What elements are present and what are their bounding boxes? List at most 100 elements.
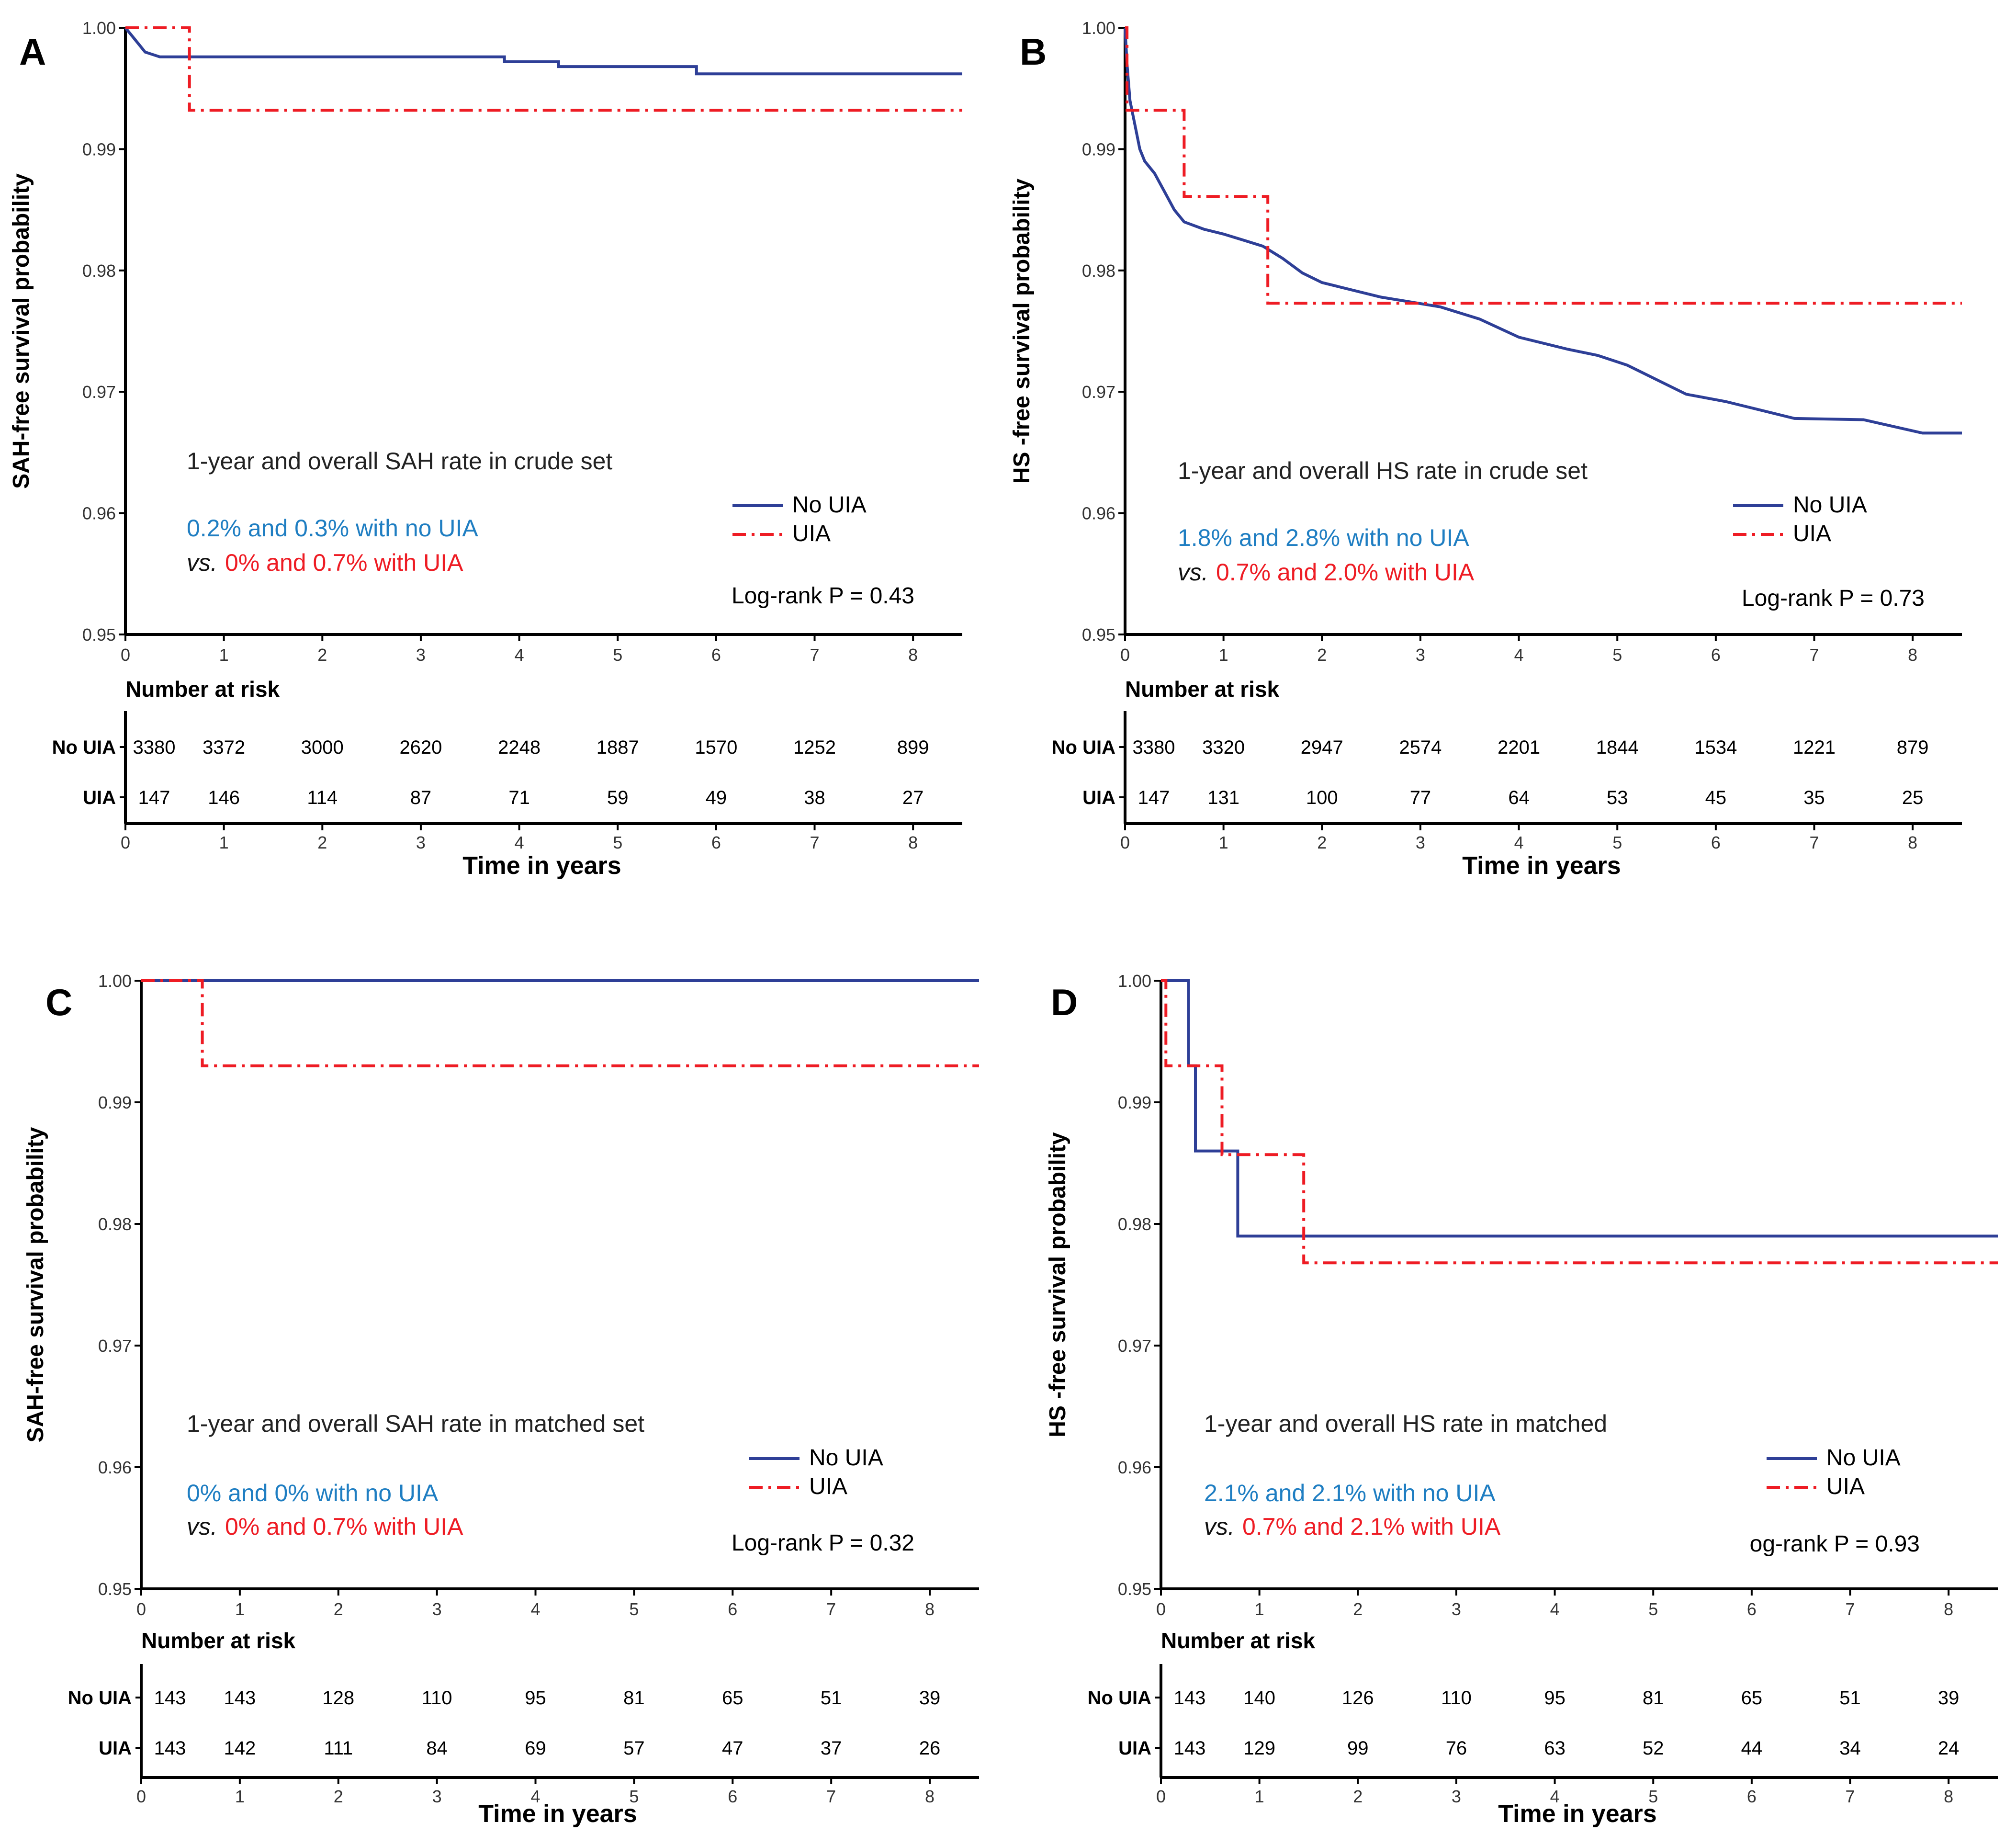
risk-cell: 1844 [1596, 737, 1639, 758]
x-tick-label: 5 [613, 645, 622, 665]
risk-cell: 3320 [1202, 737, 1245, 758]
risk-cell: 142 [224, 1738, 256, 1759]
x-tick-label: 1 [219, 645, 229, 665]
series-line-uia [1125, 26, 1962, 305]
x-tick-label: 7 [810, 645, 820, 665]
x-tick-label: 3 [416, 645, 426, 665]
risk-cell: 51 [821, 1687, 842, 1709]
annotation-no-uia: 0.2% and 0.3% with no UIA [187, 515, 478, 542]
risk-cell: 35 [1803, 787, 1825, 808]
risk-x-tick-label: 8 [925, 1787, 935, 1806]
risk-cell: 39 [919, 1687, 941, 1709]
x-tick-label: 3 [1452, 1599, 1461, 1619]
legend-label-uia: UIA [809, 1474, 847, 1499]
risk-x-tick-label: 0 [1156, 1787, 1166, 1806]
risk-cell: 81 [1643, 1687, 1664, 1709]
risk-cell: 52 [1643, 1738, 1664, 1759]
risk-x-tick-label: 7 [810, 833, 820, 852]
risk-cell: 3380 [133, 737, 176, 758]
risk-cell: 129 [1243, 1738, 1275, 1759]
risk-cell: 51 [1839, 1687, 1861, 1709]
x-tick-label: 3 [1416, 645, 1425, 665]
risk-x-tick-label: 8 [908, 833, 918, 852]
y-tick-label: 0.98 [82, 261, 116, 281]
annotation-no-uia: 1.8% and 2.8% with no UIA [1178, 524, 1469, 551]
risk-x-tick-label: 1 [235, 1787, 245, 1806]
y-tick-label: 0.99 [1118, 1093, 1151, 1112]
risk-cell: 147 [1138, 787, 1170, 808]
x-tick-label: 4 [1514, 645, 1524, 665]
x-tick-label: 6 [1747, 1599, 1757, 1619]
x-tick-label: 2 [317, 645, 327, 665]
legend-label-no-uia: No UIA [809, 1445, 883, 1471]
x-tick-label: 2 [334, 1599, 343, 1619]
risk-cell: 81 [623, 1687, 645, 1709]
risk-row-label: UIA [83, 787, 116, 808]
risk-cell: 64 [1508, 787, 1530, 808]
series-line-uia [125, 26, 962, 112]
legend-label-no-uia: No UIA [792, 492, 867, 518]
annotation-title: 1-year and overall HS rate in matched [1204, 1410, 1607, 1437]
risk-cell: 37 [821, 1738, 842, 1759]
risk-x-tick-label: 6 [1711, 833, 1721, 852]
y-tick-label: 0.95 [1082, 625, 1115, 645]
risk-cell: 146 [208, 787, 240, 808]
risk-row-label: UIA [99, 1738, 132, 1759]
risk-x-tick-label: 6 [728, 1787, 737, 1806]
risk-x-tick-label: 3 [1416, 833, 1425, 852]
risk-cell: 879 [1897, 737, 1929, 758]
panel-letter: D [1051, 981, 1078, 1023]
x-tick-label: 0 [1120, 645, 1130, 665]
risk-cell: 38 [804, 787, 825, 808]
x-axis-label: Time in years [462, 852, 621, 880]
risk-x-tick-label: 7 [1846, 1787, 1855, 1806]
y-tick-label: 0.95 [98, 1579, 132, 1599]
annotation-uia: 0% and 0.7% with UIA [225, 549, 463, 576]
x-tick-label: 8 [1908, 645, 1917, 665]
risk-cell: 1252 [793, 737, 836, 758]
logrank-label: Log-rank P = 0.43 [732, 583, 914, 609]
risk-cell: 110 [422, 1687, 452, 1709]
risk-cell: 2947 [1301, 737, 1343, 758]
risk-cell: 114 [307, 787, 338, 808]
risk-cell: 63 [1544, 1738, 1565, 1759]
y-axis-label: HS -free survival probability [1045, 1132, 1070, 1438]
risk-cell: 26 [919, 1738, 941, 1759]
risk-cell: 71 [508, 787, 530, 808]
y-tick-label: 0.96 [98, 1458, 132, 1477]
legend-label-uia: UIA [1826, 1474, 1865, 1499]
risk-cell: 100 [1306, 787, 1338, 808]
risk-cell: 111 [324, 1738, 353, 1759]
annotation-title: 1-year and overall HS rate in crude set [1178, 457, 1588, 484]
risk-cell: 95 [1544, 1687, 1565, 1709]
risk-x-tick-label: 8 [1908, 833, 1917, 852]
risk-x-tick-label: 2 [317, 833, 327, 852]
risk-x-tick-label: 5 [613, 833, 622, 852]
risk-row-label: No UIA [68, 1687, 132, 1709]
y-tick-label: 0.97 [98, 1336, 132, 1356]
risk-cell: 3372 [203, 737, 245, 758]
panel-letter: B [1020, 31, 1047, 73]
x-axis-label: Time in years [1462, 852, 1621, 880]
risk-table-title: Number at risk [141, 1628, 296, 1653]
risk-cell: 143 [1174, 1687, 1206, 1709]
risk-cell: 2574 [1399, 737, 1442, 758]
y-tick-label: 1.00 [1118, 971, 1151, 991]
x-tick-label: 2 [1353, 1599, 1363, 1619]
x-tick-label: 4 [1550, 1599, 1560, 1619]
x-tick-label: 6 [711, 645, 721, 665]
x-tick-label: 4 [515, 645, 524, 665]
x-tick-label: 0 [136, 1599, 146, 1619]
risk-cell: 899 [897, 737, 929, 758]
x-tick-label: 6 [728, 1599, 737, 1619]
risk-x-tick-label: 5 [629, 1787, 639, 1806]
x-tick-label: 0 [121, 645, 130, 665]
risk-cell: 143 [224, 1687, 256, 1709]
risk-cell: 3380 [1133, 737, 1175, 758]
x-axis-label: Time in years [478, 1800, 637, 1828]
risk-cell: 131 [1207, 787, 1239, 808]
x-axis-label: Time in years [1498, 1800, 1656, 1828]
x-tick-label: 8 [1944, 1599, 1953, 1619]
risk-cell: 27 [902, 787, 924, 808]
annotation-title: 1-year and overall SAH rate in crude set [187, 448, 612, 475]
